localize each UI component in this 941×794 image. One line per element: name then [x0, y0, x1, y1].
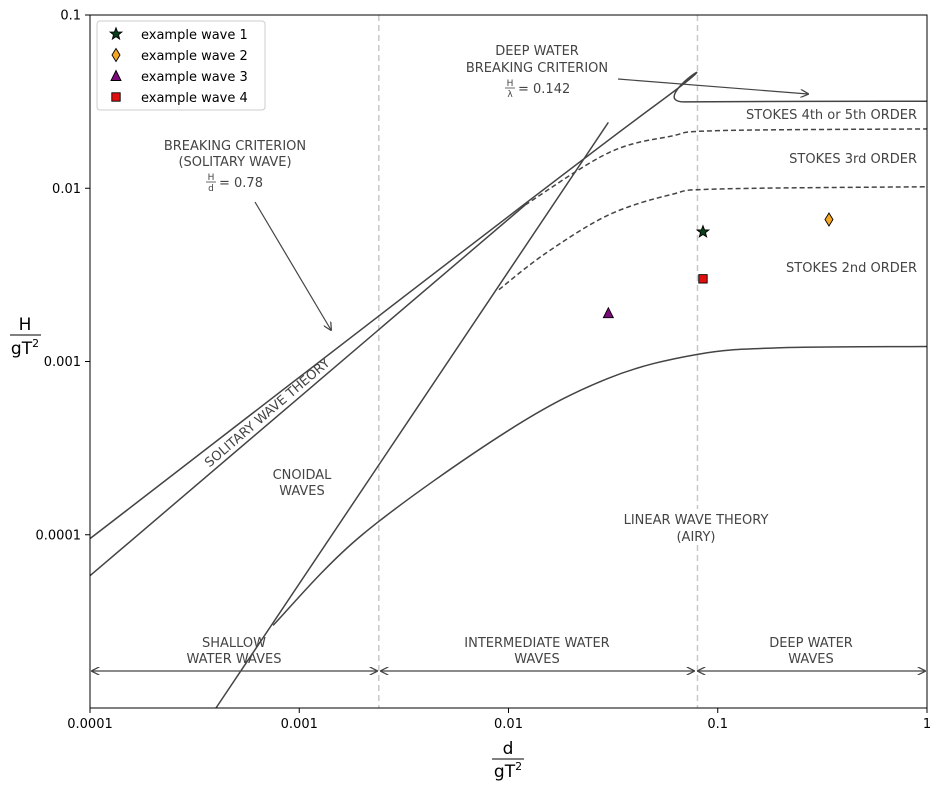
x-axis-ticks: 0.0001 0.001 0.01 0.1 1	[67, 708, 931, 732]
y-tick-label: 0.01	[52, 182, 81, 197]
cnoidal-label-line2: WAVES	[279, 484, 325, 499]
x-tick-label: 0.1	[707, 717, 728, 732]
legend-marker-3	[110, 69, 122, 81]
cnoidal-label-line1: CNOIDAL	[273, 468, 333, 483]
stokes-3-label: STOKES 3rd ORDER	[789, 152, 917, 167]
x-tick-label: 0.001	[281, 717, 318, 732]
shallow-label-line2: WATER WAVES	[187, 652, 282, 667]
deep-label-line1: DEEP WATER	[769, 636, 853, 651]
point-example-wave-2	[824, 212, 834, 227]
stokes-2-label: STOKES 2nd ORDER	[786, 261, 917, 276]
solitary-ratio-num: H	[208, 173, 215, 183]
legend-box	[96, 20, 266, 111]
x-tick-label: 1	[923, 717, 931, 732]
curve-stokes-2nd	[498, 186, 928, 291]
legend-label-1: example wave 1	[141, 28, 248, 43]
legend-label-3: example wave 3	[141, 70, 248, 85]
y-tick-label: 0.0001	[36, 528, 82, 543]
y-tick-label: 0.001	[44, 355, 81, 370]
solitary-breaking-label-line1: BREAKING CRITERION	[164, 139, 306, 154]
y-tick-label: 0.1	[60, 9, 81, 24]
example-wave-points	[602, 212, 834, 319]
legend-marker-1	[108, 26, 124, 41]
legend-marker-2	[111, 47, 121, 63]
linear-label-background	[615, 509, 777, 545]
point-example-wave-4	[698, 274, 708, 284]
deep-label-line2: WAVES	[788, 652, 834, 667]
region-divider-lines	[378, 15, 699, 708]
deep-water-ratio-value: = 0.142	[518, 82, 570, 97]
plot-area	[90, 15, 927, 708]
legend: example wave 1 example wave 2 example wave…	[96, 20, 266, 111]
shallow-label-line1: SHALLOW	[202, 636, 266, 651]
x-tick-label: 0.01	[494, 717, 523, 732]
curve-solitary-lower	[89, 204, 526, 577]
solitary-ratio-value: = 0.78	[219, 176, 263, 191]
intermediate-label-line1: INTERMEDIATE WATER	[464, 636, 609, 651]
curve-linear-limit	[272, 345, 928, 626]
deep-water-breaking-label-line2: BREAKING CRITERION	[466, 61, 608, 76]
deep-water-breaking-arrow	[617, 78, 808, 94]
solitary-breaking-arrow	[254, 201, 331, 330]
point-example-wave-3	[602, 306, 615, 319]
stokes-45-label: STOKES 4th or 5th ORDER	[746, 108, 917, 123]
legend-label-4: example wave 4	[141, 91, 248, 106]
curve-stokes-3rd	[524, 128, 928, 206]
solitary-ratio-den: d	[208, 184, 214, 194]
x-axis-label-num: d	[503, 739, 514, 759]
linear-label-line2: (AIRY)	[676, 530, 715, 545]
solitary-breaking-label-line2: (SOLITARY WAVE)	[178, 155, 291, 170]
x-axis-label-den: gT2	[494, 760, 522, 782]
curve-breaking-solitary	[89, 71, 928, 540]
x-tick-label: 0.0001	[67, 717, 113, 732]
curve-ursell	[215, 121, 609, 709]
linear-label-line1: LINEAR WAVE THEORY	[624, 513, 769, 528]
deep-water-ratio-den: λ	[507, 90, 513, 100]
legend-label-2: example wave 2	[141, 49, 248, 64]
deep-water-breaking-label-line1: DEEP WATER	[495, 44, 579, 59]
legend-marker-4	[111, 92, 121, 102]
y-axis-label-den: gT2	[11, 337, 39, 359]
intermediate-label-line2: WAVES	[514, 652, 560, 667]
deep-water-ratio-num: H	[507, 79, 514, 89]
boundary-curves	[89, 71, 928, 709]
y-axis-ticks: 0.0001 0.001 0.01 0.1	[36, 9, 90, 543]
y-axis-label-num: H	[19, 315, 32, 335]
point-example-wave-1	[695, 224, 711, 238]
